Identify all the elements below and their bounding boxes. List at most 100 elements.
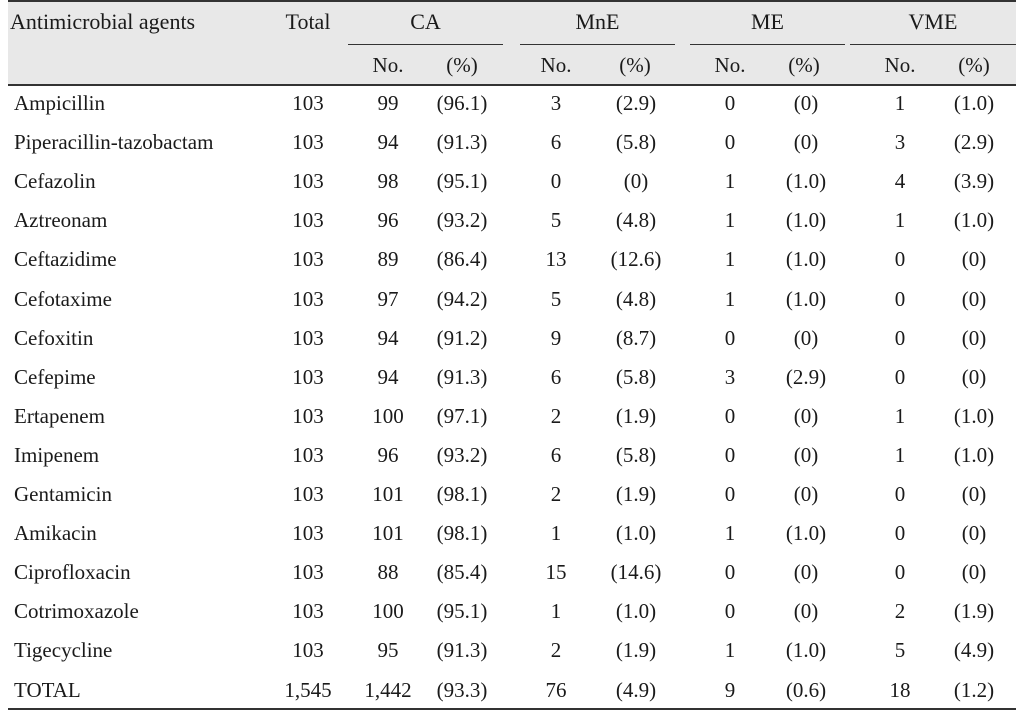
header-ca-no: No. (372, 53, 404, 77)
header-vme-no: No. (884, 53, 916, 77)
agent-cell: Piperacillin-tazobactam (14, 130, 214, 155)
total-cell: 103 (292, 482, 324, 506)
header-mne-pct: (%) (619, 53, 651, 77)
table-row: Cefoxitin 103 94 (91.2) 9 (8.7) 0 (0) 0 (0) (8, 319, 1016, 358)
table-row: Imipenem 103 96 (93.2) 6 (5.8) 0 (0) 1 (1.0) (8, 436, 1016, 475)
vme-no-cell: 3 (894, 130, 906, 155)
me-pct-cell: (1.0) (785, 521, 827, 546)
me-no-cell: 0 (724, 403, 736, 428)
me-no-cell: 0 (724, 599, 736, 624)
vme-no-cell: 0 (894, 482, 906, 506)
agent-cell: Cefepime (14, 364, 96, 389)
mne-pct-cell: (5.8) (615, 364, 657, 389)
vme-no-cell: 0 (894, 364, 906, 389)
mne-pct-cell: (1.9) (615, 403, 657, 428)
mne-no-cell: 1 (550, 521, 562, 546)
mne-pct-cell: (8.7) (615, 325, 657, 350)
total-cell: 103 (292, 403, 324, 428)
table-row: Ciprofloxacin 103 88 (85.4) 15 (14.6) 0 (0) 0 (0) (8, 553, 1016, 592)
mne-pct-cell: (1.9) (615, 638, 657, 663)
ca-pct-cell: (91.3) (436, 638, 488, 663)
me-pct-cell: (2.9) (785, 364, 827, 389)
header-group-mne: MnE (575, 9, 620, 34)
mne-pct-cell: (1.0) (615, 521, 657, 546)
ca-no-cell: 98 (377, 169, 399, 194)
ca-no-cell: 100 (372, 599, 404, 624)
table-row: Amikacin 103 101 (98.1) 1 (1.0) 1 (1.0) 0 (0) (8, 514, 1016, 553)
header-row-groups: Antimicrobial agents Total CA MnE ME VME (8, 0, 1016, 44)
me-pct-cell: (0) (793, 403, 819, 428)
vme-no-cell: 1 (894, 403, 906, 428)
vme-no-cell: 0 (894, 560, 906, 585)
ca-pct-cell: (97.1) (436, 403, 488, 428)
table-row: Aztreonam 103 96 (93.2) 5 (4.8) 1 (1.0) 1 (1.0) (8, 201, 1016, 240)
vme-pct-cell: (3.9) (953, 169, 995, 194)
mne-no-cell: 5 (550, 208, 562, 233)
me-pct-cell: (0.6) (785, 677, 827, 702)
mne-no-cell: 15 (545, 560, 567, 585)
vme-no-cell: 1 (894, 208, 906, 233)
vme-no-cell: 0 (894, 325, 906, 350)
agent-cell: Ampicillin (14, 91, 105, 115)
ca-pct-cell: (91.3) (436, 130, 488, 155)
mne-no-cell: 0 (550, 169, 562, 194)
header-group-me: ME (751, 9, 784, 34)
header-group-vme: VME (908, 9, 958, 34)
agent-cell: Ceftazidime (14, 247, 117, 272)
vme-pct-cell: (0) (961, 364, 987, 389)
me-pct-cell: (0) (793, 560, 819, 585)
vme-no-cell: 5 (894, 638, 906, 663)
mne-no-cell: 6 (550, 130, 562, 155)
me-pct-cell: (0) (793, 91, 819, 115)
table-row: Cefazolin 103 98 (95.1) 0 (0) 1 (1.0) 4 (3.9) (8, 162, 1016, 201)
mne-pct-cell: (12.6) (610, 247, 662, 272)
ca-pct-cell: (93.2) (436, 442, 488, 467)
me-no-cell: 0 (724, 560, 736, 585)
table-row: Ceftazidime 103 89 (86.4) 13 (12.6) 1 (1.0) 0 (0) (8, 240, 1016, 279)
ca-pct-cell: (91.3) (436, 364, 488, 389)
me-pct-cell: (1.0) (785, 286, 827, 311)
vme-pct-cell: (1.0) (953, 91, 995, 115)
me-pct-cell: (1.0) (785, 208, 827, 233)
table-row: Ampicillin 103 99 (96.1) 3 (2.9) 0 (0) 1 (1.0) (8, 84, 1016, 123)
me-no-cell: 1 (724, 286, 736, 311)
ca-pct-cell: (95.1) (436, 599, 488, 624)
vme-no-cell: 1 (894, 442, 906, 467)
vme-pct-cell: (1.2) (953, 677, 995, 702)
vme-no-cell: 1 (894, 91, 906, 115)
header-total: Total (285, 9, 331, 34)
ca-pct-cell: (93.3) (436, 677, 488, 702)
ca-no-cell: 94 (377, 364, 399, 389)
ca-pct-cell: (93.2) (436, 208, 488, 233)
ca-pct-cell: (98.1) (436, 521, 488, 546)
vme-no-cell: 18 (889, 677, 911, 702)
mne-no-cell: 2 (550, 403, 562, 428)
agent-cell: Gentamicin (14, 482, 112, 506)
ca-no-cell: 96 (377, 442, 399, 467)
agent-cell: Amikacin (14, 521, 97, 546)
vme-pct-cell: (0) (961, 286, 987, 311)
table-row: Tigecycline 103 95 (91.3) 2 (1.9) 1 (1.0) 5 (4.9) (8, 631, 1016, 670)
vme-pct-cell: (1.9) (953, 599, 995, 624)
table-row: Cefotaxime 103 97 (94.2) 5 (4.8) 1 (1.0) 0 (0) (8, 280, 1016, 319)
total-cell: 103 (292, 286, 324, 311)
ca-no-cell: 99 (377, 91, 399, 115)
mne-pct-cell: (0) (623, 169, 649, 194)
vme-no-cell: 0 (894, 286, 906, 311)
ca-no-cell: 94 (377, 130, 399, 155)
header-row-subcolumns: No. (%) No. (%) No. (%) No. (%) (8, 45, 1016, 85)
me-no-cell: 1 (724, 247, 736, 272)
ca-pct-cell: (95.1) (436, 169, 488, 194)
mne-pct-cell: (1.9) (615, 482, 657, 506)
ca-no-cell: 88 (377, 560, 399, 585)
header-vme-pct: (%) (958, 53, 990, 77)
ca-pct-cell: (96.1) (436, 91, 488, 115)
me-no-cell: 1 (724, 521, 736, 546)
me-no-cell: 1 (724, 208, 736, 233)
header-bottom-rule (8, 84, 1016, 86)
vme-pct-cell: (0) (961, 521, 987, 546)
group-underline-me (690, 44, 845, 45)
agent-cell: Cefoxitin (14, 325, 94, 350)
header-me-no: No. (714, 53, 746, 77)
ca-no-cell: 1,442 (364, 677, 412, 702)
